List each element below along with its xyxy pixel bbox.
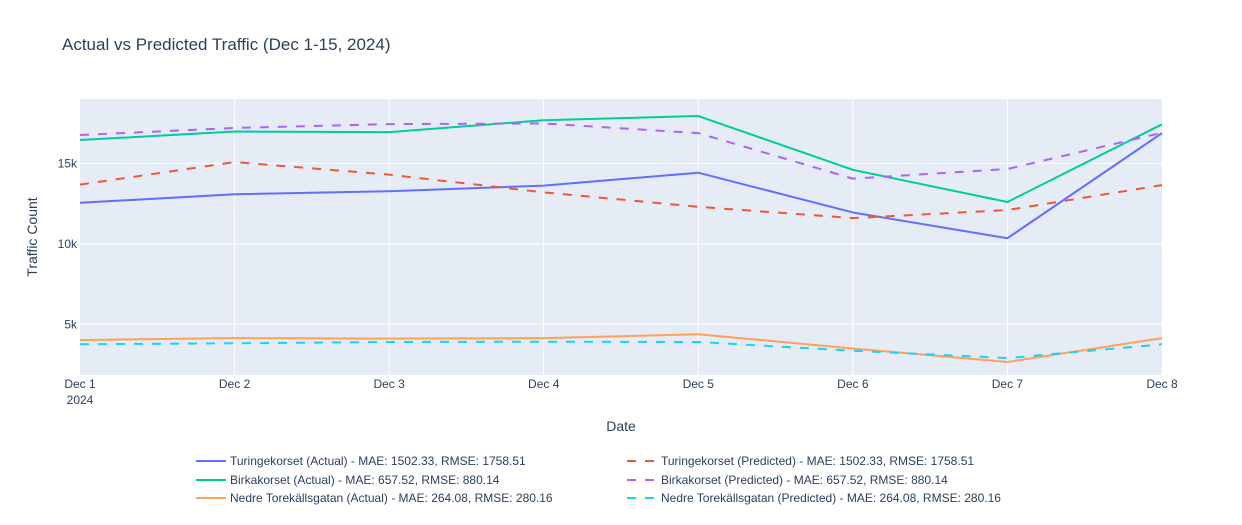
x-tick-label: Dec 2	[219, 377, 251, 391]
y-tick-label: 15k	[58, 156, 78, 170]
legend-label: Turingekorset (Actual) - MAE: 1502.33, R…	[230, 454, 526, 468]
legend-label: Birkakorset (Actual) - MAE: 657.52, RMSE…	[230, 473, 500, 487]
legend-item[interactable]: Nedre Torekällsgatan (Actual) - MAE: 264…	[196, 491, 553, 505]
chart-title: Actual vs Predicted Traffic (Dec 1-15, 2…	[62, 35, 391, 54]
legend[interactable]: Turingekorset (Actual) - MAE: 1502.33, R…	[196, 454, 1001, 505]
series-line	[79, 115, 1163, 203]
series-line	[79, 122, 1163, 180]
y-axis-title: Traffic Count	[24, 197, 40, 276]
legend-item[interactable]: Birkakorset (Actual) - MAE: 657.52, RMSE…	[196, 473, 500, 487]
legend-item[interactable]: Turingekorset (Actual) - MAE: 1502.33, R…	[196, 454, 526, 468]
legend-item[interactable]: Nedre Torekällsgatan (Predicted) - MAE: …	[627, 491, 1001, 505]
x-axis-ticks: Dec 1 Dec 2 Dec 3 Dec 4 Dec 5 Dec 6 Dec 7 Dec 8…	[64, 377, 1178, 407]
series-layer	[79, 115, 1163, 363]
series-line	[79, 340, 1163, 360]
legend-label: Birkakorset (Predicted) - MAE: 657.52, R…	[661, 473, 948, 487]
legend-label: Turingekorset (Predicted) - MAE: 1502.33…	[661, 454, 974, 468]
series-line	[79, 132, 1163, 240]
x-tick-label: Dec 1	[64, 377, 96, 391]
x-tick-label: Dec 5	[683, 377, 715, 391]
x-tick-label: Dec 7	[992, 377, 1024, 391]
y-tick-label: 5k	[64, 317, 78, 331]
x-axis-title: Date	[606, 418, 636, 434]
plot-area	[80, 99, 1162, 375]
series-line	[79, 161, 1163, 220]
legend-item[interactable]: Birkakorset (Predicted) - MAE: 657.52, R…	[627, 473, 948, 487]
y-axis-ticks: 5k 10k 15k	[58, 156, 78, 331]
series-line	[79, 333, 1163, 363]
legend-item[interactable]: Turingekorset (Predicted) - MAE: 1502.33…	[627, 454, 974, 468]
x-tick-year-label: 2024	[67, 393, 94, 407]
x-tick-label: Dec 6	[837, 377, 869, 391]
x-tick-label: Dec 3	[373, 377, 405, 391]
x-tick-label: Dec 8	[1146, 377, 1178, 391]
legend-label: Nedre Torekällsgatan (Actual) - MAE: 264…	[230, 491, 553, 505]
x-tick-label: Dec 4	[528, 377, 560, 391]
legend-label: Nedre Torekällsgatan (Predicted) - MAE: …	[661, 491, 1001, 505]
y-tick-label: 10k	[58, 237, 78, 251]
